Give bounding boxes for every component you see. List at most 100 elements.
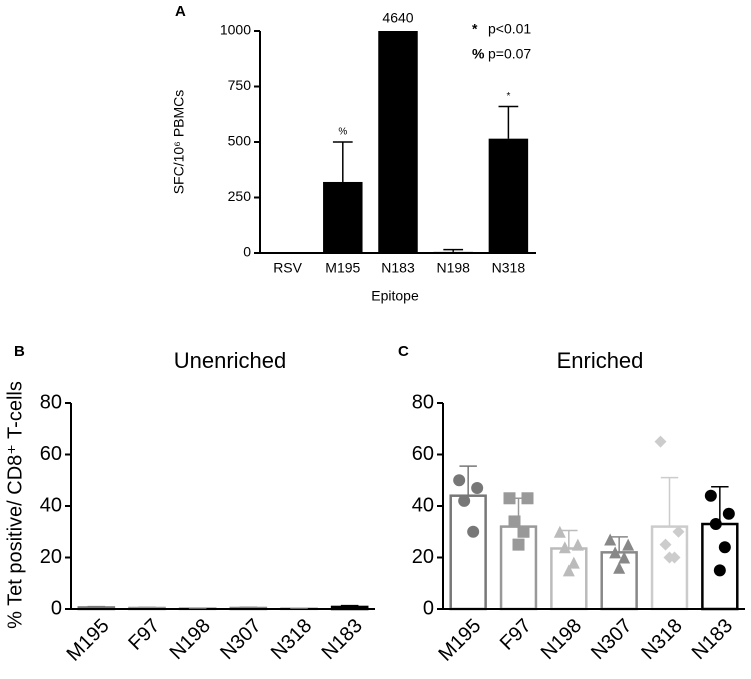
bar (650, 525, 689, 611)
significance-marker: * (396, 0, 400, 5)
data-point (609, 546, 622, 559)
x-tick-label: N183 (318, 615, 367, 664)
data-point (562, 564, 575, 577)
data-point (654, 435, 667, 448)
data-point (508, 515, 521, 528)
error-bar (498, 105, 519, 139)
data-point (521, 492, 534, 505)
legend-label: p=0.07 (488, 46, 531, 62)
data-point (704, 489, 717, 502)
data-point (558, 541, 571, 554)
data-point (512, 538, 525, 551)
error-bar (459, 465, 477, 496)
bar (600, 551, 638, 611)
data-point (458, 494, 471, 507)
y-tick-label: 40 (412, 494, 434, 516)
data-point (718, 541, 731, 554)
x-tick-label: N198 (537, 615, 586, 664)
panel-title: Unenriched (174, 348, 287, 373)
y-tick-label: 20 (412, 546, 434, 568)
x-tick-label: M195 (325, 260, 360, 276)
y-axis-label: SFC/10⁶ PBMCs (171, 90, 187, 195)
x-tick-label: N198 (166, 615, 215, 664)
x-tick-label: N318 (267, 615, 316, 664)
panel-label: A (175, 3, 186, 20)
x-tick-label: N318 (492, 260, 526, 276)
error-bar (290, 606, 308, 609)
data-point (709, 518, 722, 531)
bar (378, 31, 418, 253)
legend-symbol: % (472, 46, 485, 62)
data-point (663, 551, 676, 564)
y-tick-label: 60 (412, 443, 434, 465)
x-tick-label: N307 (216, 615, 265, 664)
data-point (571, 538, 584, 551)
data-point (553, 525, 566, 538)
x-tick-label: N183 (381, 260, 415, 276)
error-bar (340, 604, 359, 607)
panel-label: B (14, 343, 25, 360)
data-point (659, 538, 672, 551)
data-point (672, 525, 685, 538)
data-point (567, 556, 580, 569)
y-axis-label: % Tet positive/ CD8⁺ T-cells (4, 381, 26, 629)
legend-label: p<0.01 (488, 21, 531, 37)
y-tick-label: 40 (40, 494, 62, 516)
y-tick-label: 0 (51, 597, 62, 619)
data-point (517, 525, 530, 538)
data-point (467, 525, 480, 538)
data-point (722, 507, 735, 520)
y-tick-label: 20 (40, 546, 62, 568)
y-tick-label: 500 (228, 133, 252, 149)
data-point (471, 481, 484, 494)
x-tick-label: N183 (688, 615, 737, 664)
panel-title: Enriched (557, 348, 644, 373)
error-bar (188, 606, 207, 609)
data-point (453, 474, 466, 487)
error-bar (610, 536, 628, 553)
bar (550, 547, 588, 611)
y-tick-label: 60 (40, 443, 62, 465)
bar (449, 494, 487, 611)
y-tick-label: 1000 (220, 22, 251, 38)
data-point (613, 561, 626, 574)
significance-marker: % (338, 127, 347, 138)
x-axis-label: Epitope (371, 288, 419, 304)
plot-area (323, 31, 529, 253)
x-tick-label: M195 (435, 615, 486, 666)
y-tick-label: 250 (228, 188, 252, 204)
data-point (713, 564, 726, 577)
x-tick-label: F97 (496, 615, 536, 655)
legend-symbol: * (472, 21, 478, 37)
bar (323, 181, 363, 253)
data-point (618, 551, 631, 564)
x-tick-label: N198 (436, 260, 470, 276)
x-tick-label: F97 (124, 615, 164, 655)
x-tick-label: N318 (637, 615, 686, 664)
y-tick-label: 80 (40, 391, 62, 413)
error-bar (332, 141, 353, 182)
error-bar (239, 606, 258, 608)
data-point (604, 533, 617, 546)
error-bar (87, 605, 106, 608)
error-bar (660, 476, 679, 527)
y-tick-label: 0 (423, 597, 434, 619)
data-point (503, 492, 516, 505)
plot-area (449, 494, 739, 611)
error-bar (711, 485, 729, 525)
error-bar (560, 529, 578, 549)
panel-label: C (398, 343, 409, 360)
error-bar (443, 248, 464, 252)
error-bar (138, 606, 156, 608)
significance-marker: * (506, 91, 510, 102)
data-point (622, 538, 635, 551)
bar (488, 138, 529, 253)
y-tick-label: 80 (412, 391, 434, 413)
y-tick-label: 0 (243, 244, 251, 260)
x-tick-label: RSV (273, 260, 302, 276)
y-tick-label: 750 (228, 77, 252, 93)
x-tick-label: M195 (63, 615, 114, 666)
value-label: 4640 (382, 10, 413, 26)
x-tick-label: N307 (587, 615, 636, 664)
